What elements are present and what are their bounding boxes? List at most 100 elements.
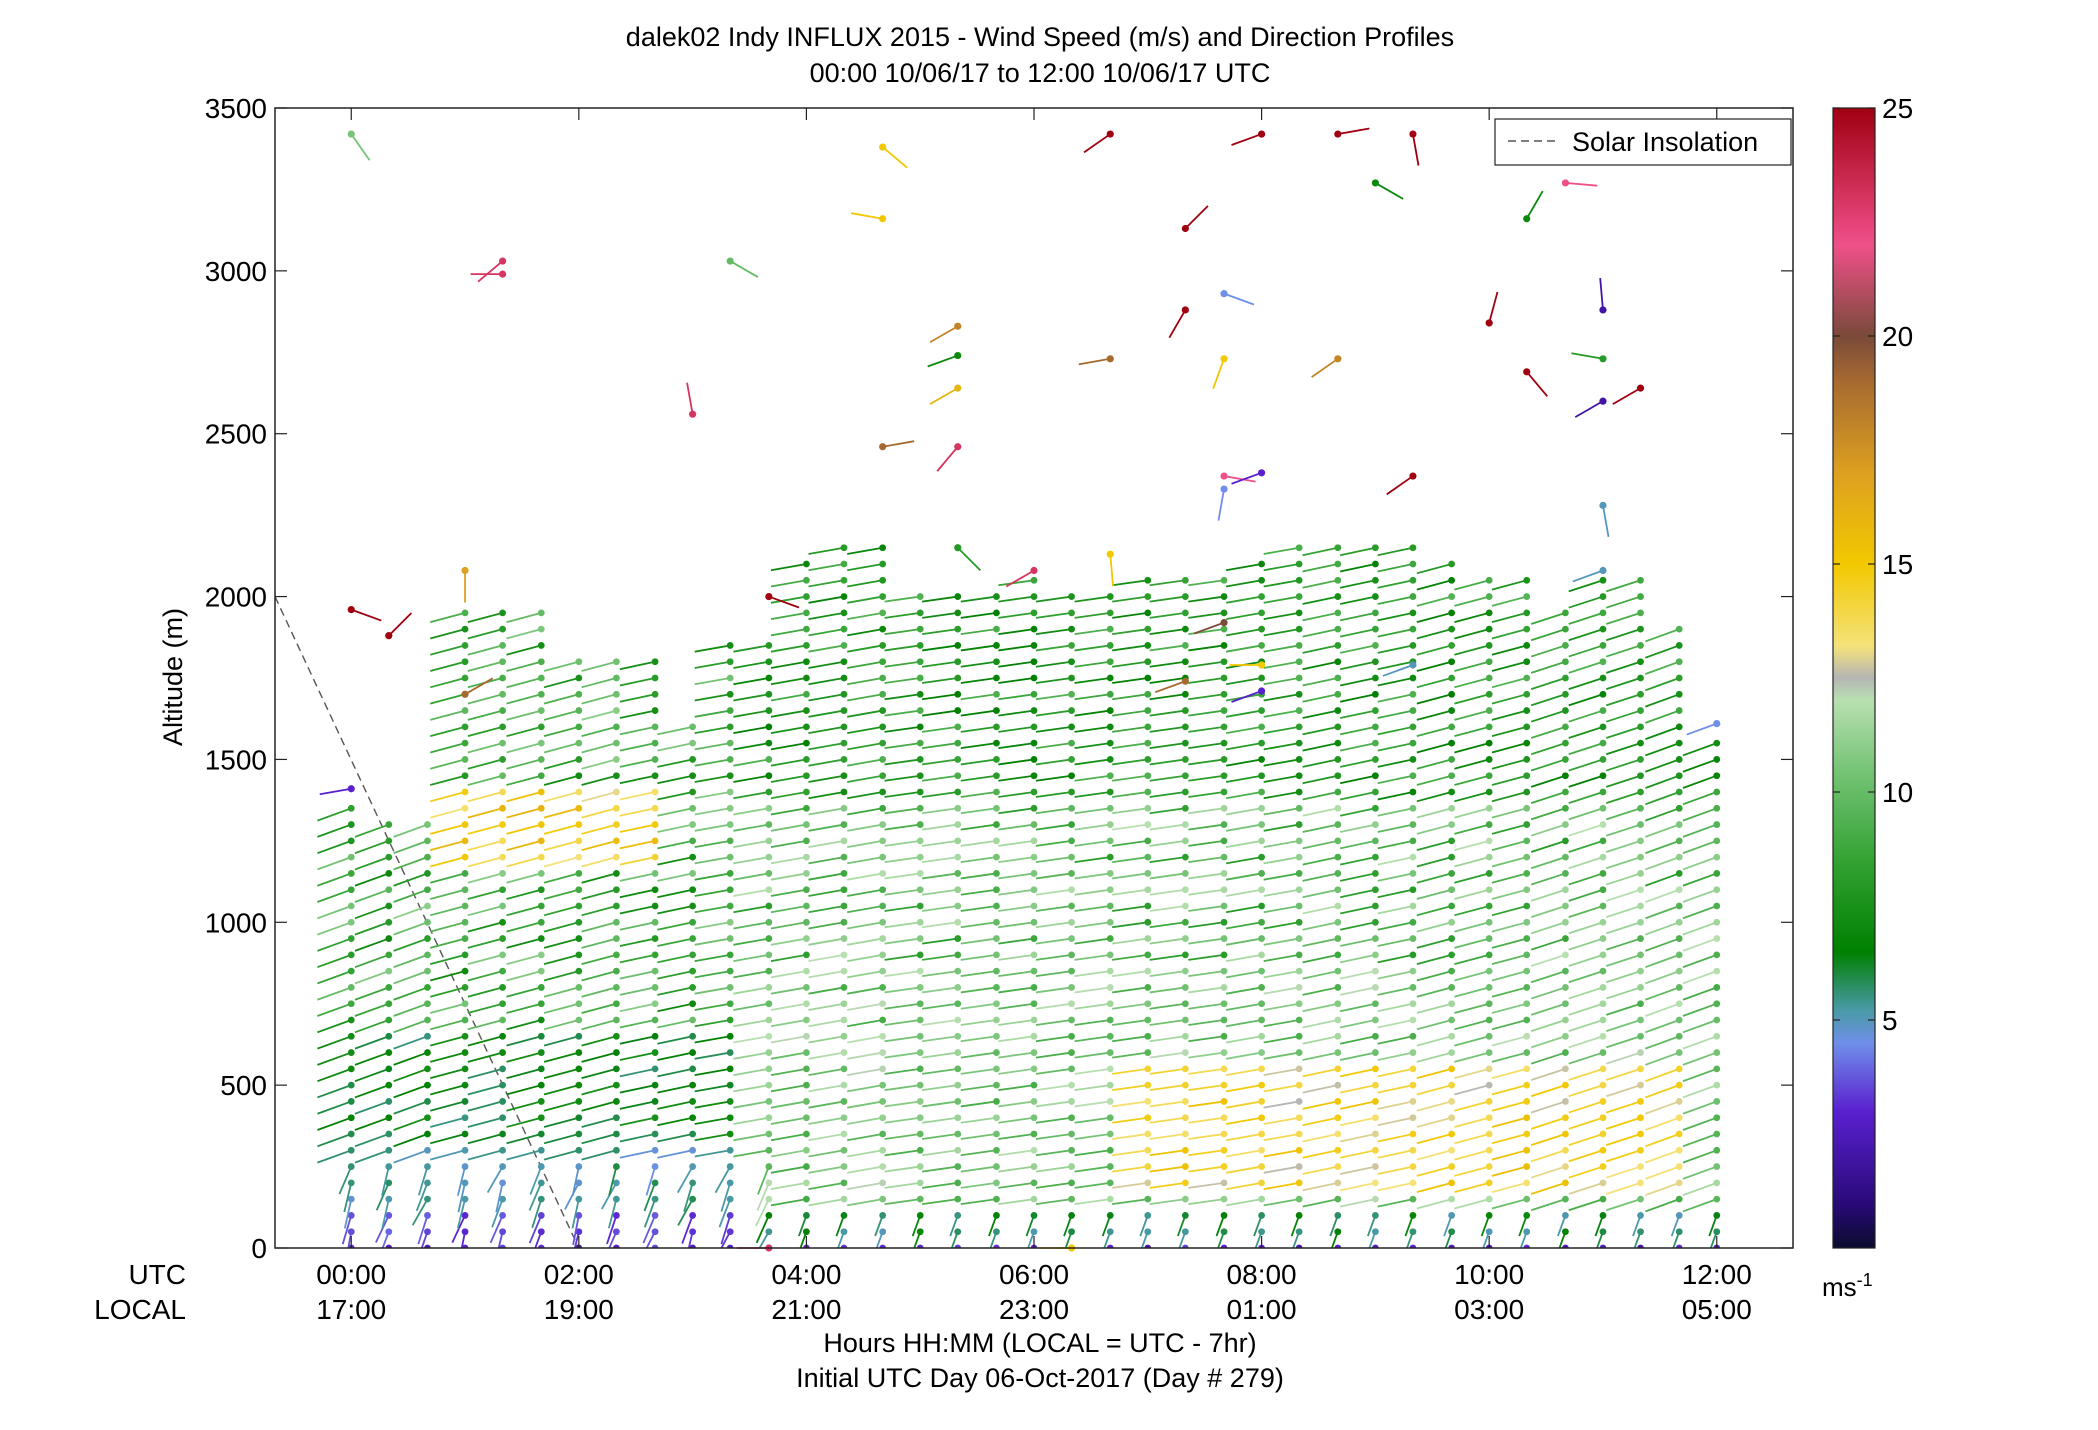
- barb-point: [612, 723, 620, 731]
- barb-point: [993, 674, 1000, 682]
- barb-stem: [381, 1198, 390, 1229]
- barb-stem: [1188, 1116, 1225, 1124]
- barb-stem: [1302, 1181, 1339, 1192]
- barb-stem: [1530, 628, 1566, 642]
- barb-point: [1371, 642, 1379, 649]
- barb-stem: [1339, 856, 1376, 866]
- barb-point: [803, 1065, 810, 1073]
- barb-point: [1637, 935, 1644, 942]
- barb-point: [1599, 1244, 1607, 1248]
- barb-stem: [608, 1166, 618, 1196]
- barb-point: [612, 967, 620, 975]
- barb-stem: [847, 742, 883, 751]
- barb-stem: [1149, 953, 1186, 961]
- barb-point: [1409, 951, 1417, 959]
- barb-point: [1220, 593, 1228, 600]
- barb-point: [1030, 1179, 1038, 1187]
- barb-stem: [1188, 872, 1225, 880]
- barb-point: [1220, 658, 1228, 666]
- barb-point: [1409, 723, 1417, 731]
- barb-stem: [1454, 628, 1490, 640]
- barb-point: [1181, 788, 1189, 796]
- barb-stem: [1339, 1133, 1376, 1143]
- barb-stem: [317, 823, 352, 838]
- barb-point: [726, 1179, 734, 1187]
- barb-stem: [847, 660, 883, 669]
- barb-point: [1448, 951, 1456, 959]
- barb-point: [1562, 1114, 1569, 1122]
- barb-stem: [506, 742, 542, 754]
- barb-point: [1295, 1163, 1303, 1170]
- barb-stem: [847, 1165, 883, 1174]
- barb-point: [879, 625, 887, 633]
- barb-point: [1675, 1098, 1683, 1105]
- barb-point: [461, 1130, 469, 1138]
- barb-stem: [430, 611, 466, 624]
- barb-point: [1371, 544, 1379, 552]
- barb-stem: [1339, 628, 1376, 638]
- barb-point: [803, 1195, 810, 1203]
- barb-point: [1599, 501, 1607, 509]
- barb-stem: [1074, 644, 1111, 652]
- barb-stem: [1530, 1116, 1566, 1130]
- barb-stem: [1149, 970, 1186, 978]
- barb-point: [347, 1163, 355, 1170]
- barb-stem: [1339, 693, 1376, 703]
- barb-point: [1675, 756, 1683, 763]
- barb-stem: [921, 611, 958, 619]
- barb-stem: [998, 628, 1035, 636]
- barb-point: [1713, 1065, 1721, 1073]
- barb-point: [840, 1049, 848, 1056]
- barb-stem: [497, 1231, 504, 1248]
- barb-stem: [581, 693, 617, 705]
- barb-point: [1713, 1016, 1721, 1024]
- barb-point: [1334, 772, 1342, 780]
- barb-stem: [1149, 628, 1186, 636]
- barb-stem: [1377, 1181, 1414, 1192]
- barb-stem: [1149, 1100, 1186, 1108]
- barb-point: [1675, 707, 1683, 714]
- barb-stem: [1709, 1231, 1718, 1248]
- barb-point: [1562, 984, 1569, 991]
- barb-stem: [847, 709, 883, 718]
- barb-stem: [1606, 628, 1641, 642]
- barb-point: [1030, 870, 1038, 877]
- barb-point: [1485, 674, 1493, 682]
- barb-point: [726, 1098, 734, 1105]
- barb-point: [1371, 609, 1379, 617]
- barb-stem: [694, 1035, 731, 1044]
- barb-point: [993, 1179, 1000, 1187]
- barb-stem: [1377, 677, 1414, 687]
- barb-stem: [921, 970, 958, 978]
- barb-stem: [733, 1149, 770, 1158]
- barb-stem: [1263, 856, 1300, 865]
- barb-point: [1258, 1065, 1265, 1073]
- barb-stem: [683, 1182, 694, 1212]
- x-tick-label-utc: 10:00: [1454, 1259, 1524, 1290]
- barb-stem: [657, 1002, 693, 1013]
- barb-point: [1220, 788, 1228, 796]
- barb-stem: [770, 1019, 807, 1028]
- barb-point: [1485, 935, 1493, 942]
- barb-stem: [694, 1133, 731, 1142]
- barb-stem: [770, 839, 807, 848]
- barb-point: [1485, 609, 1493, 617]
- barb-point: [954, 1195, 962, 1203]
- barb-point: [385, 951, 393, 959]
- barb-point: [612, 1163, 620, 1170]
- barb-point: [612, 1195, 620, 1203]
- barb-stem: [1263, 888, 1300, 897]
- barb-point: [1030, 1000, 1038, 1008]
- barb-stem: [1035, 774, 1072, 782]
- barb-point: [1295, 1065, 1303, 1073]
- barb-stem: [733, 774, 770, 783]
- barb-stem: [733, 986, 770, 995]
- barb-stem: [1606, 1116, 1641, 1130]
- barb-stem: [506, 1084, 542, 1096]
- barb-point: [840, 1032, 848, 1040]
- barb-stem: [1568, 856, 1604, 870]
- barb-point: [1257, 469, 1266, 477]
- barb-stem: [543, 807, 580, 819]
- barb-point: [1068, 1065, 1075, 1073]
- barb-stem: [506, 839, 542, 852]
